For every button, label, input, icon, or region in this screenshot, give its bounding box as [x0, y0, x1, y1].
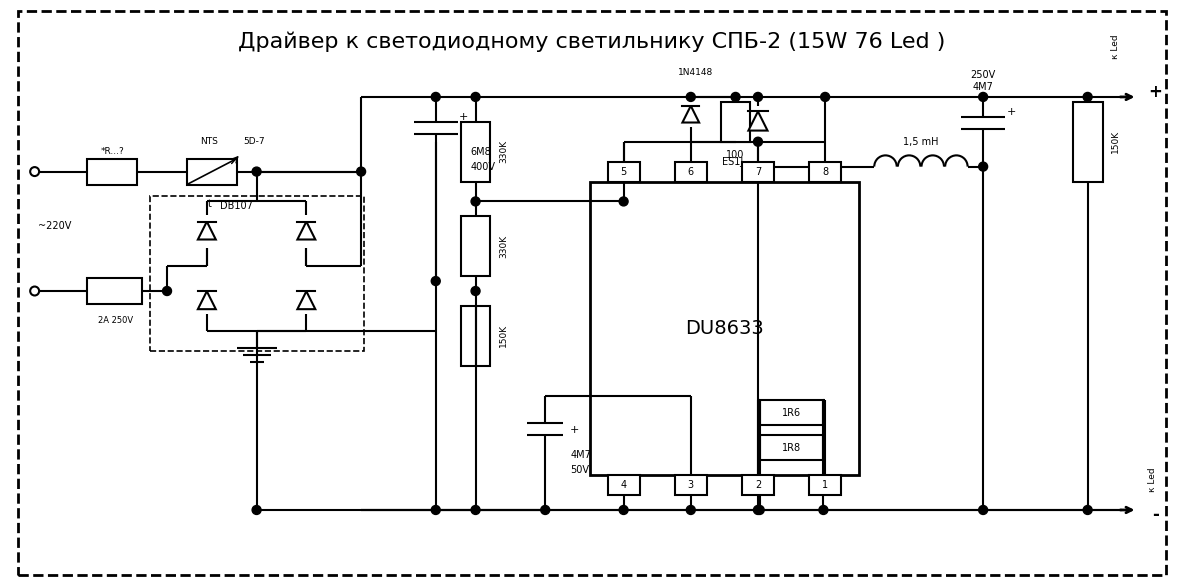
Circle shape	[356, 167, 366, 176]
Bar	[187, 159, 237, 185]
Text: *R...?: *R...?	[101, 147, 124, 156]
Bar	[590, 182, 858, 475]
Bar	[461, 306, 490, 366]
Circle shape	[753, 137, 762, 146]
Text: +: +	[571, 425, 579, 435]
Text: 4M7: 4M7	[571, 450, 591, 460]
Polygon shape	[198, 222, 215, 240]
Circle shape	[821, 93, 830, 101]
Text: 2A 250V: 2A 250V	[98, 316, 133, 325]
Bar	[675, 475, 707, 495]
Bar	[150, 196, 365, 351]
Circle shape	[471, 506, 480, 515]
Text: к Led: к Led	[1111, 35, 1120, 60]
Polygon shape	[748, 111, 767, 131]
Text: 330K: 330K	[498, 234, 508, 258]
Circle shape	[431, 506, 440, 515]
Bar	[742, 162, 774, 182]
Bar	[760, 435, 823, 460]
Text: 50V: 50V	[571, 465, 590, 475]
Polygon shape	[297, 222, 315, 240]
Text: +: +	[459, 112, 469, 122]
Text: 8: 8	[822, 166, 828, 176]
Circle shape	[979, 93, 987, 101]
Circle shape	[162, 287, 172, 295]
Text: 1R6: 1R6	[781, 408, 802, 418]
Text: 7: 7	[755, 166, 761, 176]
Bar	[461, 122, 490, 182]
Text: 250V: 250V	[971, 70, 996, 80]
Text: 330K: 330K	[498, 140, 508, 163]
Text: 6M8: 6M8	[470, 146, 491, 156]
Text: 1R8: 1R8	[781, 443, 802, 453]
Circle shape	[753, 506, 762, 515]
Text: +: +	[1148, 83, 1163, 101]
Text: +: +	[1006, 107, 1016, 117]
Text: 5D-7: 5D-7	[244, 137, 265, 146]
Text: 150K: 150K	[498, 324, 508, 347]
Polygon shape	[682, 106, 699, 122]
Circle shape	[731, 93, 740, 101]
Text: DB107: DB107	[220, 202, 253, 212]
Bar	[742, 475, 774, 495]
Circle shape	[471, 197, 480, 206]
Text: 1: 1	[822, 480, 828, 490]
Bar	[607, 162, 639, 182]
Polygon shape	[198, 291, 215, 309]
Bar	[1073, 102, 1102, 182]
Text: 5: 5	[620, 166, 626, 176]
Circle shape	[979, 506, 987, 515]
Text: 1N4148: 1N4148	[678, 67, 714, 77]
Text: ES1J: ES1J	[722, 156, 744, 166]
Text: 3: 3	[688, 480, 694, 490]
Circle shape	[30, 167, 39, 176]
Circle shape	[619, 197, 628, 206]
Circle shape	[471, 287, 480, 295]
Bar	[760, 400, 823, 425]
Circle shape	[753, 93, 762, 101]
Circle shape	[431, 277, 440, 285]
Bar	[461, 216, 490, 276]
Text: 4M7: 4M7	[973, 82, 993, 92]
Circle shape	[1083, 506, 1092, 515]
Bar	[607, 475, 639, 495]
Text: 150K: 150K	[1111, 130, 1120, 154]
Text: ~220V: ~220V	[38, 222, 71, 231]
Text: NTS: NTS	[200, 137, 218, 146]
Circle shape	[541, 506, 549, 515]
Polygon shape	[297, 291, 315, 309]
Bar	[88, 278, 142, 304]
Text: 100: 100	[726, 149, 745, 159]
Bar	[809, 475, 841, 495]
Text: к Led: к Led	[1147, 468, 1157, 492]
Text: 400V: 400V	[470, 162, 496, 172]
Text: -: -	[1152, 506, 1159, 524]
Circle shape	[619, 506, 628, 515]
Text: DU8633: DU8633	[686, 319, 764, 338]
Circle shape	[30, 287, 39, 295]
Circle shape	[252, 167, 262, 176]
Circle shape	[431, 93, 440, 101]
Circle shape	[1083, 93, 1092, 101]
Bar	[809, 162, 841, 182]
Text: Драйвер к светодиодному светильнику СПБ-2 (15W 76 Led ): Драйвер к светодиодному светильнику СПБ-…	[238, 32, 946, 52]
Text: 4: 4	[620, 480, 626, 490]
Text: t: t	[208, 199, 212, 209]
Circle shape	[755, 506, 764, 515]
Circle shape	[687, 93, 695, 101]
Circle shape	[819, 506, 828, 515]
Bar	[675, 162, 707, 182]
Text: 2: 2	[755, 480, 761, 490]
Circle shape	[252, 506, 262, 515]
Text: 1,5 mH: 1,5 mH	[903, 137, 939, 146]
Circle shape	[471, 93, 480, 101]
Bar	[88, 159, 137, 185]
Bar	[721, 102, 751, 142]
Text: 6: 6	[688, 166, 694, 176]
Circle shape	[687, 506, 695, 515]
Circle shape	[979, 162, 987, 171]
